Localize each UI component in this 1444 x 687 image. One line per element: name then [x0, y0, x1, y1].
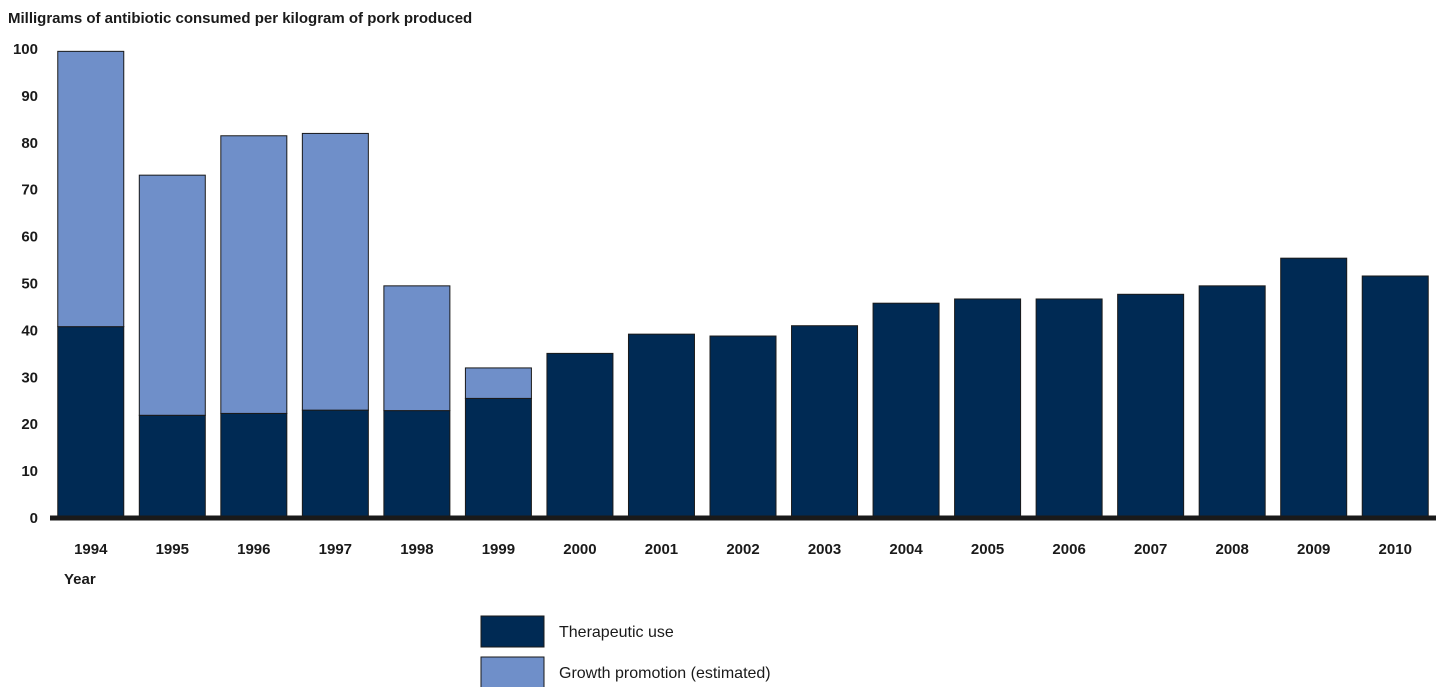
x-tick-label: 2003 — [808, 541, 841, 558]
x-tick-label: 1998 — [400, 541, 433, 558]
x-tick-label: 2001 — [645, 541, 678, 558]
x-tick-label: 1994 — [74, 541, 108, 558]
y-tick-label: 40 — [21, 322, 38, 339]
bar-growth-promotion — [57, 50, 125, 328]
x-tick-label: 2002 — [726, 541, 759, 558]
y-tick-label: 70 — [21, 182, 38, 199]
bar-therapeutic — [791, 325, 859, 519]
y-tick-label: 50 — [21, 276, 38, 293]
bar-therapeutic — [1117, 293, 1185, 519]
x-tick-label: 1996 — [237, 541, 270, 558]
bar-therapeutic — [383, 410, 451, 519]
bar-growth-promotion — [220, 135, 288, 414]
chart-title: Milligrams of antibiotic consumed per ki… — [8, 10, 472, 27]
bar-therapeutic — [546, 352, 614, 519]
y-tick-label: 30 — [21, 369, 38, 386]
x-tick-label: 2000 — [563, 541, 596, 558]
bar-therapeutic — [709, 335, 777, 519]
x-tick-label: 1995 — [156, 541, 189, 558]
bar-therapeutic — [1035, 298, 1103, 519]
bar-growth-promotion — [464, 367, 532, 399]
bar-therapeutic — [57, 326, 125, 519]
x-tick-label: 2005 — [971, 541, 1004, 558]
x-tick-label: 2006 — [1052, 541, 1085, 558]
bar-therapeutic — [464, 397, 532, 519]
y-tick-label: 0 — [30, 510, 38, 527]
legend-swatch-therapeutic — [480, 615, 545, 648]
bar-therapeutic — [954, 298, 1022, 519]
bars-group — [57, 50, 1429, 519]
x-tick-label: 1997 — [319, 541, 352, 558]
bar-therapeutic — [1361, 275, 1429, 519]
x-tick-label: 2009 — [1297, 541, 1330, 558]
x-tick-label: 2007 — [1134, 541, 1167, 558]
legend: Therapeutic use Growth promotion (estimat… — [480, 615, 771, 687]
bar-growth-promotion — [138, 174, 206, 416]
bar-therapeutic — [1280, 257, 1348, 519]
x-tick-label: 2004 — [889, 541, 923, 558]
legend-label-therapeutic: Therapeutic use — [559, 624, 674, 641]
bar-therapeutic — [220, 412, 288, 519]
y-tick-label: 90 — [21, 88, 38, 105]
x-axis-ticks: 1994 1995 1996 1997 1998 1999 2000 2001 2002 2003… — [74, 541, 1412, 558]
x-tick-label: 2010 — [1379, 541, 1412, 558]
bar-therapeutic — [872, 302, 940, 519]
bar-therapeutic — [138, 414, 206, 519]
bar-growth-promotion — [301, 132, 369, 411]
bar-therapeutic — [301, 409, 369, 519]
x-tick-label: 2008 — [1215, 541, 1248, 558]
bar-therapeutic — [1198, 285, 1266, 519]
x-axis-label: Year — [64, 571, 96, 588]
y-tick-label: 60 — [21, 229, 38, 246]
legend-swatch-growth-promotion — [480, 656, 545, 687]
y-tick-label: 20 — [21, 416, 38, 433]
legend-label-growth-promotion: Growth promotion (estimated) — [559, 665, 771, 682]
bar-growth-promotion — [383, 285, 451, 412]
x-tick-label: 1999 — [482, 541, 515, 558]
y-tick-label: 80 — [21, 135, 38, 152]
bar-therapeutic — [627, 333, 695, 519]
y-tick-label: 10 — [21, 463, 38, 480]
y-tick-label: 100 — [13, 41, 38, 58]
y-axis-ticks: 0 10 20 30 40 50 60 70 80 90 100 — [13, 41, 38, 527]
